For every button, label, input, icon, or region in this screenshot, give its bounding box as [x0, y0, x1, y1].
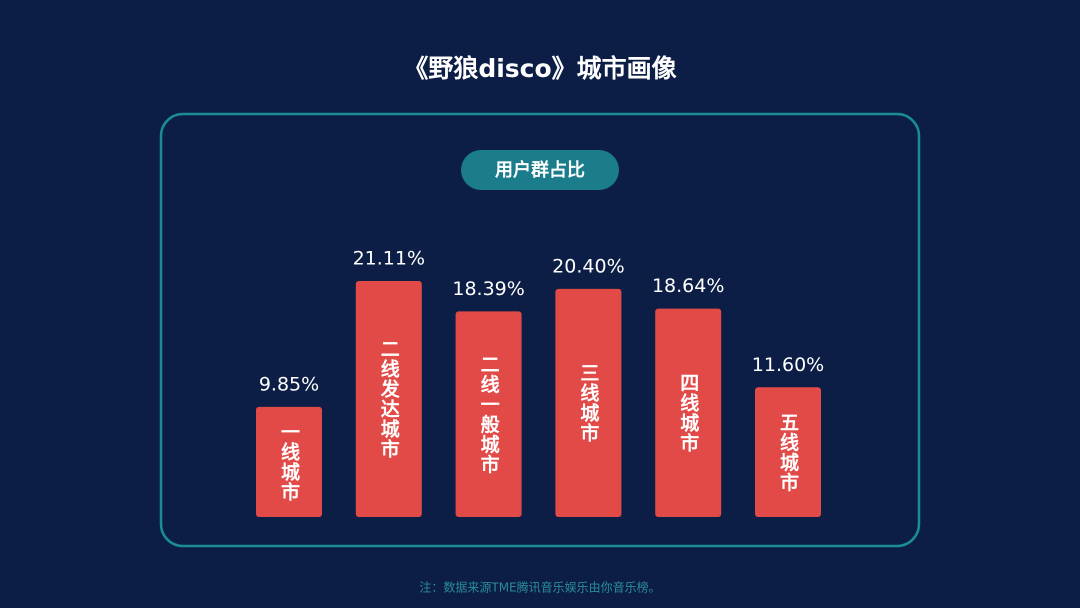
category-label: 一线城市 [278, 422, 300, 502]
value-label: 18.39% [452, 278, 524, 300]
value-label: 11.60% [752, 354, 824, 376]
bar [455, 311, 522, 517]
frame [159, 112, 921, 548]
bar [256, 406, 322, 517]
subtitle-pill [461, 150, 619, 190]
bar [555, 288, 622, 517]
bar [755, 387, 821, 517]
chart-title: 《野狼disco》城市画像 [403, 54, 676, 83]
category-label: 五线城市 [777, 412, 799, 492]
bar [355, 280, 422, 517]
category-label: 二线发达城市 [378, 339, 401, 459]
bar [655, 308, 722, 517]
category-label: 三线城市 [577, 363, 599, 443]
category-label: 二线一般城市 [478, 354, 500, 474]
footnote: 注：数据来源TME腾讯音乐娱乐由你音乐榜。 [419, 580, 660, 595]
category-label: 四线城市 [677, 373, 699, 453]
value-label: 20.40% [552, 255, 624, 277]
value-label: 18.64% [652, 275, 724, 297]
chart-subtitle: 用户群占比 [495, 159, 585, 181]
value-label: 21.11% [353, 247, 425, 269]
value-label: 9.85% [259, 373, 319, 395]
